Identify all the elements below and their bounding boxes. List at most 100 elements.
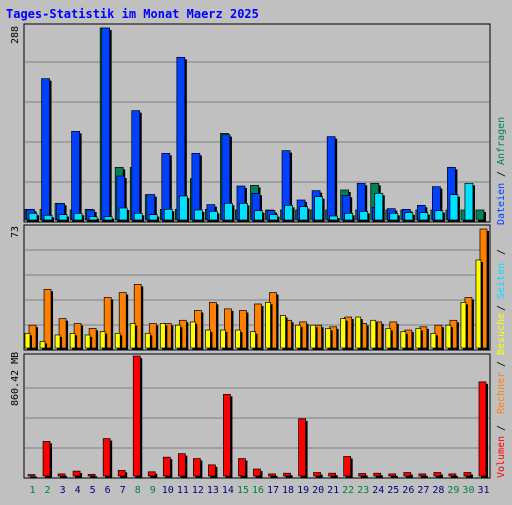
bar-sites — [103, 297, 114, 350]
chart-bars — [24, 27, 489, 478]
bar-volume — [238, 458, 248, 478]
bar-pages — [299, 206, 310, 222]
bar-volume — [388, 473, 398, 478]
bar-volume — [298, 418, 308, 478]
bar-pages — [389, 212, 400, 222]
bar-pages — [28, 212, 39, 222]
ymax-label-middle: 73 — [10, 226, 21, 238]
bar-sites — [58, 318, 69, 350]
bar-visits — [39, 341, 48, 350]
bar-visits — [69, 332, 78, 350]
legend-slash: / — [496, 171, 507, 177]
bar-visits — [325, 328, 333, 350]
bar-pages — [284, 204, 295, 222]
day-label: 13 — [207, 485, 219, 496]
day-label: 21 — [327, 485, 339, 496]
legend-sites: Rechner — [496, 372, 507, 414]
bar-sites — [224, 308, 234, 350]
day-label: 30 — [462, 485, 474, 496]
bar-volume — [193, 458, 203, 478]
bar-pages — [178, 195, 190, 222]
legend-kbytes: Volumen — [496, 436, 507, 478]
bar-pages — [103, 216, 115, 222]
legend-middle: Rechner / Besuche / — [496, 305, 507, 414]
bar-visits — [340, 318, 348, 350]
bar-volume — [478, 381, 488, 478]
bar-sites — [254, 303, 264, 350]
bar-files — [41, 78, 52, 223]
bar-visits — [220, 329, 228, 350]
bar-volume — [343, 456, 353, 478]
day-label: 6 — [105, 485, 111, 496]
day-label: 10 — [162, 485, 174, 496]
bar-volume — [253, 468, 263, 478]
day-label: 7 — [120, 485, 126, 496]
bar-volume — [102, 438, 113, 478]
bar-pages — [209, 210, 220, 222]
bar-volume — [42, 441, 53, 478]
bar-volume — [223, 394, 233, 478]
bar-visits — [159, 323, 168, 350]
bar-volume — [87, 473, 98, 478]
bar-sites — [43, 288, 54, 350]
bar-visits — [475, 259, 483, 350]
day-label: 23 — [357, 485, 369, 496]
bar-visits — [190, 321, 198, 350]
x-axis-day-labels: 1 2 3 4 5 6 7 8 9 10 11 12 13 14 15 16 17 18 19 20 21 22 23 24 2… — [30, 485, 490, 496]
day-label: 1 — [30, 485, 36, 496]
bar-volume — [177, 453, 188, 478]
bar-visits — [144, 332, 153, 350]
bar-visits — [295, 324, 303, 350]
bar-pages — [133, 212, 145, 222]
bar-volume — [313, 472, 323, 478]
bar-volume — [268, 473, 278, 478]
legend-top: Dateien / Anfragen — [496, 117, 507, 225]
bar-sites — [239, 310, 249, 350]
bar-pages — [269, 214, 280, 222]
day-label: 31 — [477, 485, 489, 496]
bar-pages — [148, 214, 160, 222]
bar-pages — [73, 212, 85, 222]
bar-pages — [404, 212, 415, 222]
bar-visits — [114, 332, 123, 350]
bar-visits — [205, 329, 213, 350]
legend-hits: Anfragen — [496, 117, 507, 165]
bar-visits — [129, 323, 138, 350]
day-label: 8 — [135, 485, 141, 496]
bar-volume — [132, 355, 143, 478]
bar-visits — [430, 332, 438, 350]
bar-volume — [463, 472, 473, 478]
day-label: 16 — [252, 485, 264, 496]
bar-pages — [224, 202, 235, 222]
legend-pages: Seiten — [496, 263, 507, 299]
bar-visits — [460, 302, 468, 350]
bar-pages — [419, 212, 430, 222]
day-label: 26 — [402, 485, 414, 496]
bar-sites — [133, 284, 144, 350]
bar-volume — [328, 472, 338, 478]
bar-visits — [24, 332, 32, 350]
bar-volume — [147, 471, 158, 478]
bar-volume — [403, 472, 413, 478]
ymax-label-top: 288 — [10, 26, 21, 44]
bar-sites — [118, 292, 129, 350]
day-label: 19 — [297, 485, 309, 496]
bar-pages — [194, 209, 205, 222]
chart-title: Tages-Statistik im Monat Maerz 2025 — [6, 7, 259, 21]
legend-pages-group: Seiten / — [496, 249, 507, 299]
bar-visits — [250, 331, 258, 350]
bar-pages — [374, 192, 385, 222]
day-label: 29 — [447, 485, 459, 496]
bar-pages — [359, 210, 370, 222]
bar-pages — [449, 194, 460, 222]
bar-volume — [358, 473, 368, 478]
bar-visits — [54, 334, 63, 350]
day-label: 3 — [60, 485, 66, 496]
bar-pages — [239, 202, 250, 222]
day-label: 28 — [432, 485, 444, 496]
bar-visits — [235, 329, 243, 350]
day-label: 18 — [282, 485, 294, 496]
legend-bottom: Volumen / — [496, 425, 507, 478]
legend-slash: / — [496, 425, 507, 431]
bar-visits — [174, 324, 183, 350]
